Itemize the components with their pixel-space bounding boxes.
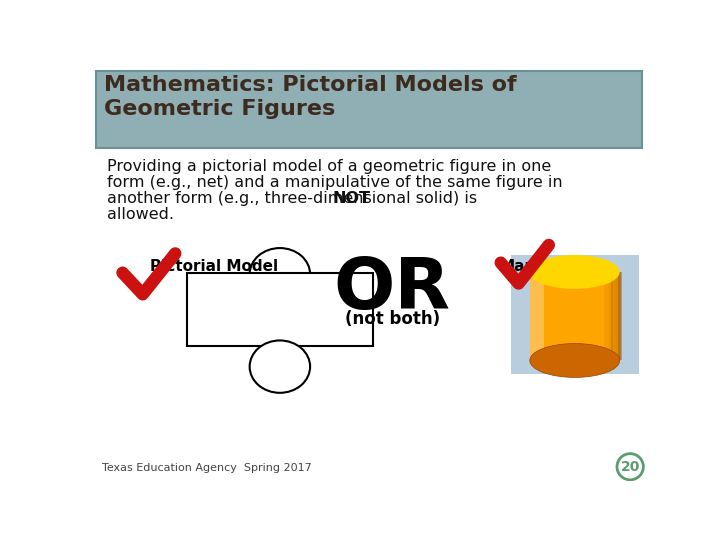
Text: Mathematics: Pictorial Models of: Mathematics: Pictorial Models of xyxy=(104,75,516,95)
Bar xyxy=(604,272,606,361)
Text: allowed.: allowed. xyxy=(107,207,174,222)
Bar xyxy=(510,255,639,374)
Bar xyxy=(187,273,373,346)
Text: form (e.g., net) and a manipulative of the same figure in: form (e.g., net) and a manipulative of t… xyxy=(107,175,562,190)
Text: Texas Education Agency  Spring 2017: Texas Education Agency Spring 2017 xyxy=(102,463,311,473)
Text: Pictorial Model: Pictorial Model xyxy=(150,259,278,274)
Bar xyxy=(612,272,614,361)
Bar xyxy=(619,272,621,361)
Bar xyxy=(617,272,618,361)
Bar xyxy=(606,272,608,361)
Text: OR: OR xyxy=(334,255,451,324)
Text: Providing a pictorial model of a geometric figure in one: Providing a pictorial model of a geometr… xyxy=(107,159,552,174)
Ellipse shape xyxy=(250,248,310,300)
Bar xyxy=(615,272,616,361)
Bar xyxy=(530,272,620,361)
Text: NOT: NOT xyxy=(332,191,370,206)
Text: Geometric Figures: Geometric Figures xyxy=(104,99,336,119)
Text: (not both): (not both) xyxy=(345,310,440,328)
Ellipse shape xyxy=(250,340,310,393)
Text: another form (e.g., three-dimensional solid) is: another form (e.g., three-dimensional so… xyxy=(107,191,482,206)
Bar xyxy=(613,272,615,361)
Ellipse shape xyxy=(530,343,620,377)
Bar xyxy=(621,272,622,361)
Bar xyxy=(609,272,611,361)
Bar xyxy=(606,272,607,361)
Bar xyxy=(530,272,544,361)
Bar xyxy=(611,272,613,361)
Ellipse shape xyxy=(530,255,620,289)
Text: Manipulative: Manipulative xyxy=(499,259,611,274)
Bar xyxy=(608,272,609,361)
Text: 20: 20 xyxy=(621,460,640,474)
Bar xyxy=(618,272,620,361)
Bar xyxy=(616,272,617,361)
Bar xyxy=(610,272,611,361)
Bar xyxy=(96,71,642,148)
